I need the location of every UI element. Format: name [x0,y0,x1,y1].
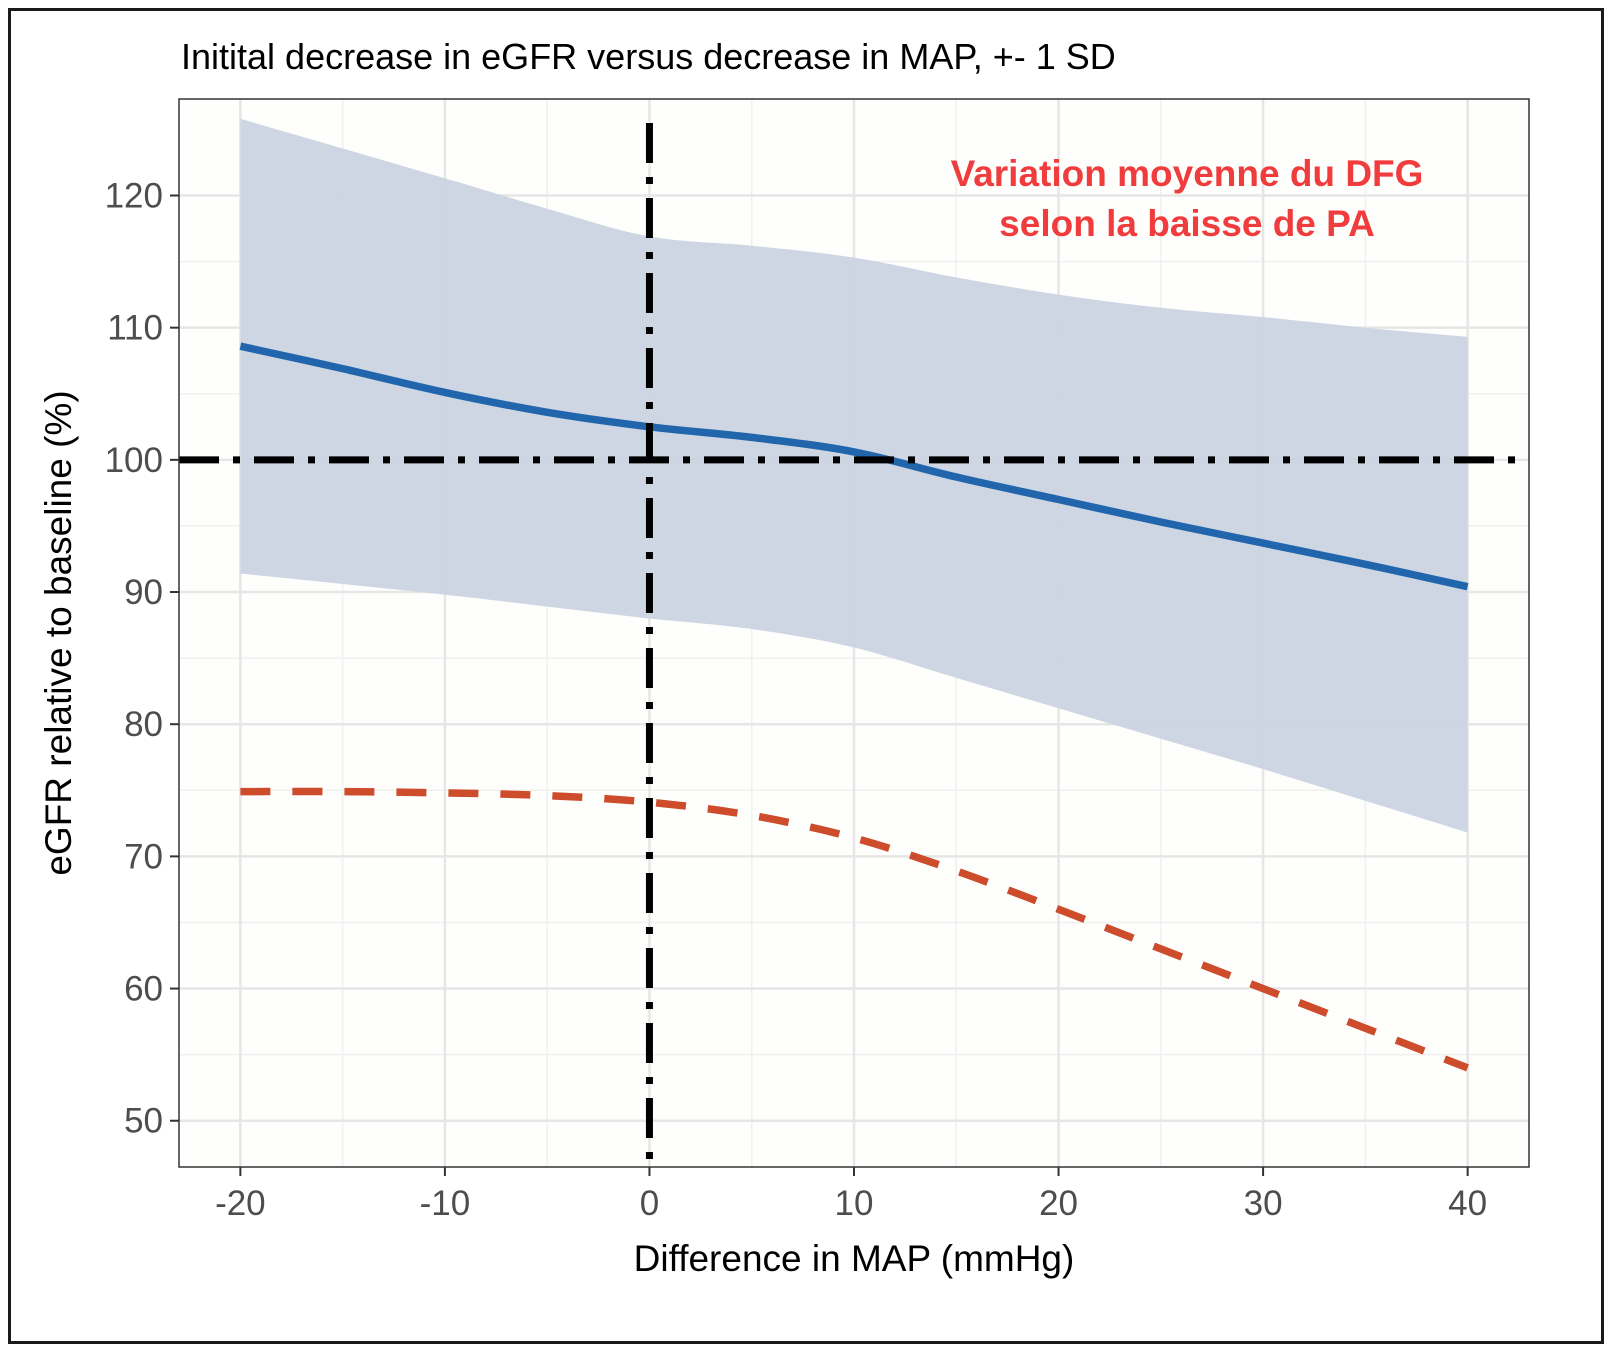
x-axis-label: Difference in MAP (mmHg) [634,1238,1075,1279]
x-tick-label: 0 [640,1184,659,1223]
y-tick-label: 90 [124,573,163,612]
y-tick-label: 70 [124,837,163,876]
chart: Initital decrease in eGFR versus decreas… [38,36,1530,1279]
x-tick-label: 10 [835,1184,874,1223]
mean-egfr-line [239,342,1469,591]
annotation-line-1: Variation moyenne du DFG [951,153,1424,194]
x-tick-label: -20 [215,1184,266,1223]
y-tick-label: 110 [107,309,163,348]
y-tick-label: 50 [124,1102,163,1141]
x-tick-label: -10 [420,1184,471,1223]
y-axis-ticks: 50 60 70 80 90 100 110 120 [105,176,179,1141]
x-tick-label: 40 [1448,1184,1487,1223]
x-axis-ticks: -20 -10 0 10 20 30 40 [215,1167,1487,1223]
y-tick-label: 100 [105,441,163,480]
figure-frame: Initital decrease in eGFR versus decreas… [8,8,1604,1344]
x-tick-label: 30 [1244,1184,1283,1223]
y-axis-label: eGFR relative to baseline (%) [38,390,79,875]
chart-title: Initital decrease in eGFR versus decreas… [181,36,1116,77]
dashed-egfr-line [240,787,1469,1072]
x-tick-label: 20 [1039,1184,1078,1223]
y-tick-label: 60 [124,970,163,1009]
annotation-line-2: selon la baisse de PA [999,203,1375,244]
sd-ribbon [240,118,1468,833]
y-tick-label: 80 [124,705,163,744]
y-tick-label: 120 [105,176,163,215]
